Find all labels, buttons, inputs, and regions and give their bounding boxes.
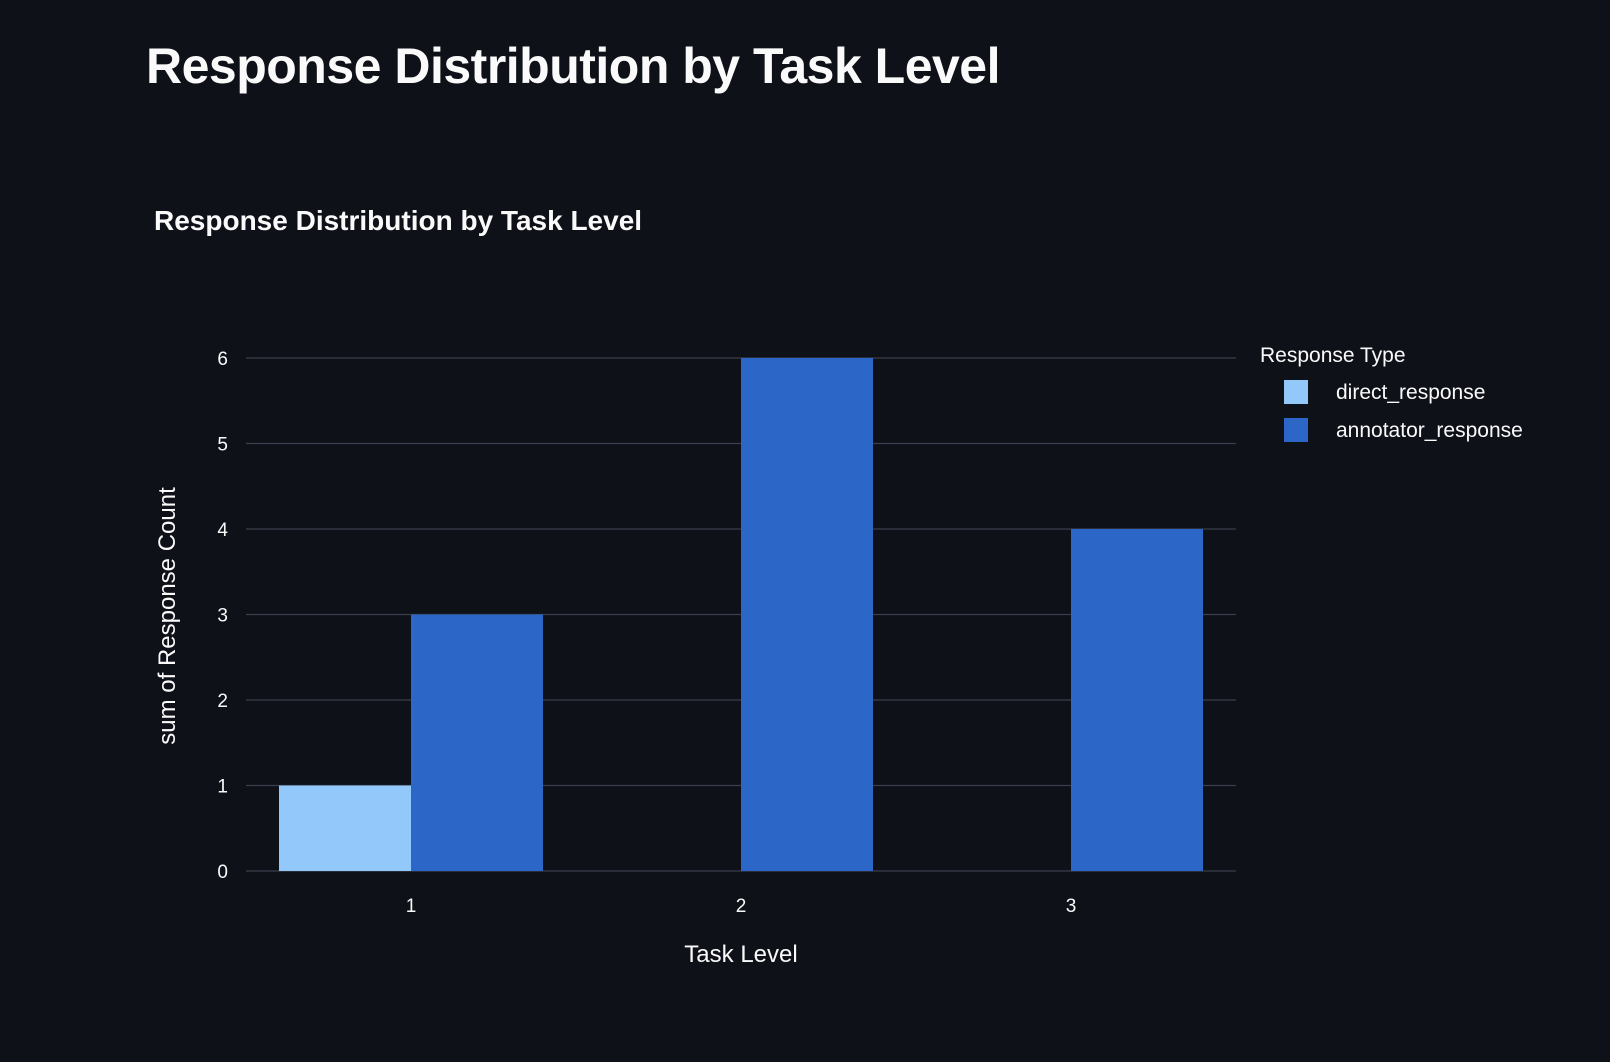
legend-swatch-annotator_response (1284, 418, 1308, 442)
y-tick-label: 6 (217, 349, 228, 370)
legend-label-annotator_response: annotator_response (1336, 419, 1523, 442)
legend: Response Type direct_response annotator_r… (1260, 344, 1523, 442)
bar-annotator_response-3[interactable] (1071, 529, 1203, 871)
legend-title: Response Type (1260, 344, 1406, 367)
bars (279, 358, 1203, 871)
y-axis-ticks: 0 1 2 3 4 5 6 (217, 349, 228, 883)
legend-swatch-direct_response (1284, 380, 1308, 404)
y-tick-label: 2 (217, 691, 228, 712)
x-axis-title: Task Level (684, 941, 797, 968)
x-axis-ticks: 1 2 3 (406, 896, 1077, 917)
chart-title: Response Distribution by Task Level (154, 205, 642, 236)
bar-direct_response-1[interactable] (279, 785, 411, 872)
y-tick-label: 1 (217, 777, 228, 798)
y-tick-label: 0 (217, 862, 228, 883)
bar-annotator_response-2[interactable] (741, 358, 873, 871)
x-tick-label: 3 (1066, 896, 1077, 917)
y-axis-title: sum of Response Count (154, 487, 181, 745)
y-tick-label: 4 (217, 520, 228, 541)
x-tick-label: 1 (406, 896, 417, 917)
x-tick-label: 2 (736, 896, 747, 917)
page-title: Response Distribution by Task Level (146, 38, 1001, 94)
y-tick-label: 3 (217, 606, 228, 627)
y-tick-label: 5 (217, 435, 228, 456)
legend-label-direct_response: direct_response (1336, 381, 1485, 404)
bar-annotator_response-1[interactable] (411, 614, 543, 872)
